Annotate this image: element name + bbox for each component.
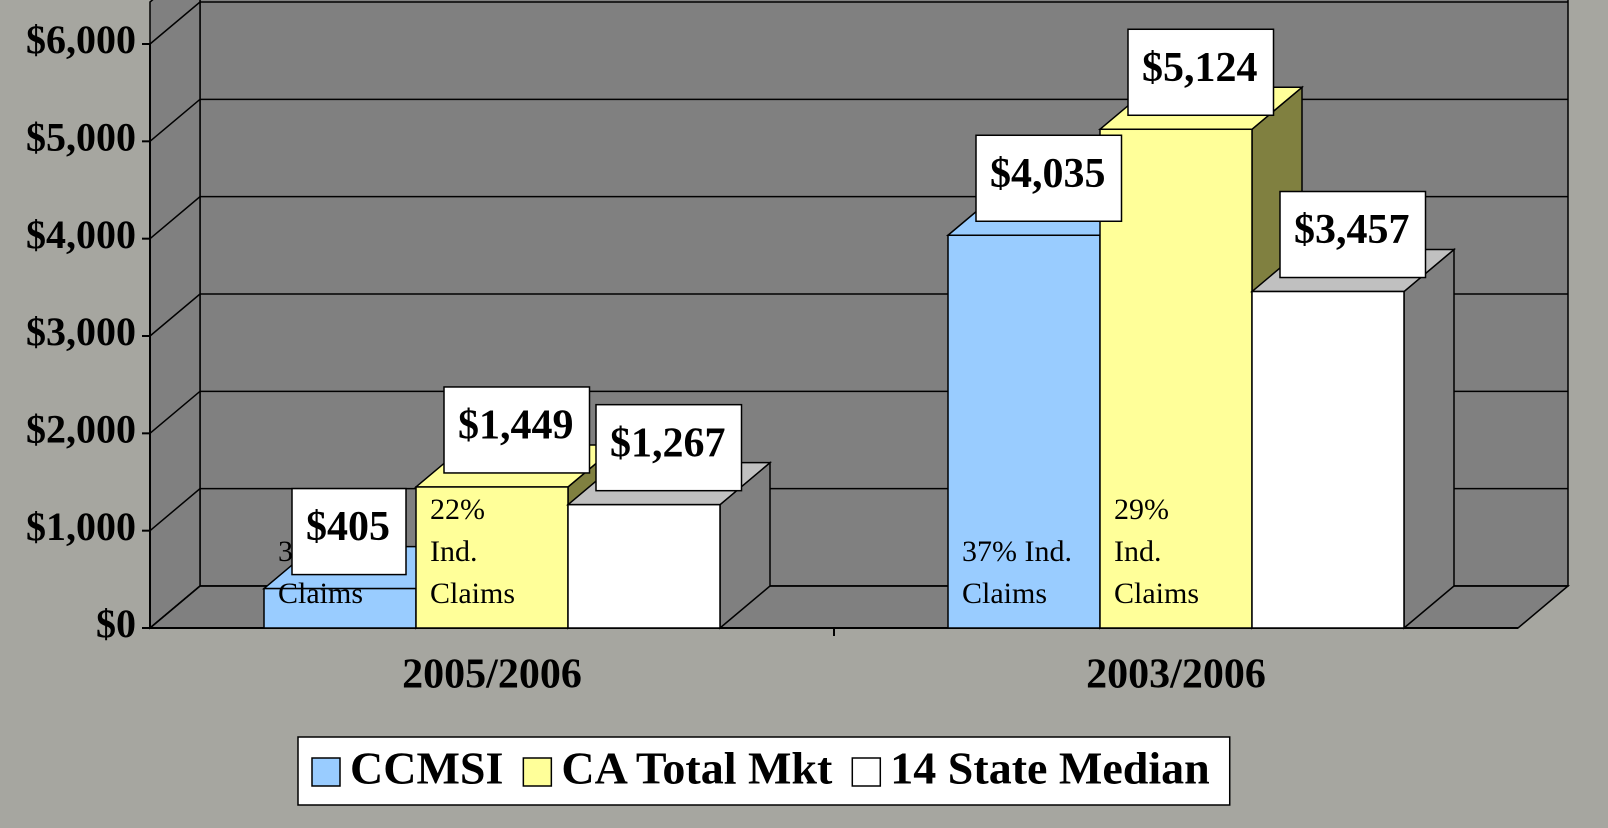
y-tick-label: $4,000: [26, 212, 136, 257]
value-label-text: $1,449: [458, 403, 574, 449]
value-label-box: [975, 134, 1123, 223]
y-tick-label: $6,000: [26, 17, 136, 62]
value-label-text: $5,124: [1142, 45, 1258, 91]
legend-box: [297, 736, 1231, 806]
grid-line: [149, 98, 1568, 142]
value-label-box: [291, 487, 407, 576]
value-label: $3,457: [1279, 190, 1427, 279]
value-label-box: [1127, 28, 1275, 117]
bar: [1249, 247, 1457, 630]
legend: CCMSI CA Total Mkt 14 State Median: [297, 736, 1231, 806]
grid-line: [149, 1, 1568, 45]
note: Ind.: [430, 535, 478, 568]
value-label-text: $4,035: [990, 151, 1106, 197]
y-tick-label: $0: [96, 601, 136, 646]
value-label-box: [443, 386, 591, 474]
y-tick-label: $5,000: [26, 115, 136, 160]
legend-label: CCMSI: [350, 743, 503, 794]
bar-front: [1099, 128, 1253, 629]
note: Claims: [278, 577, 363, 610]
value-label: $5,124: [1127, 28, 1275, 117]
note: Claims: [962, 577, 1047, 610]
note: 22%: [430, 493, 485, 526]
y-tick-label: $3,000: [26, 309, 136, 354]
value-label: $405: [291, 487, 407, 576]
legend-swatch: [522, 757, 553, 787]
value-label-box: [595, 403, 743, 492]
bar-front: [567, 503, 721, 629]
legend-swatch: [851, 757, 882, 787]
note: Claims: [430, 577, 515, 610]
value-label-text: $1,267: [610, 420, 726, 466]
value-label: $4,035: [975, 134, 1123, 223]
y-tick-label: $1,000: [26, 504, 136, 549]
bar-front: [1251, 290, 1405, 629]
side-wall: [149, 0, 201, 630]
x-tick-label: 2003/2006: [1086, 652, 1266, 698]
note: Ind.: [1114, 535, 1162, 568]
legend-label: 14 State Median: [890, 743, 1209, 794]
value-label-box: [1279, 190, 1427, 279]
note: 37% Ind.: [962, 535, 1072, 568]
bar-front: [415, 486, 569, 629]
value-label: $1,267: [595, 403, 743, 492]
value-label-text: $405: [306, 504, 390, 550]
legend-swatch: [311, 757, 341, 787]
y-tick-label: $2,000: [26, 407, 136, 452]
note: 29%: [1114, 493, 1169, 526]
legend-label: CA Total Mkt: [561, 743, 833, 794]
note: Claims: [1114, 577, 1199, 610]
bar-side: [1403, 247, 1455, 630]
bar-front: [947, 234, 1101, 629]
value-label-text: $3,457: [1294, 207, 1410, 253]
value-label: $1,449: [443, 386, 591, 474]
x-tick-label: 2005/2006: [402, 652, 582, 698]
